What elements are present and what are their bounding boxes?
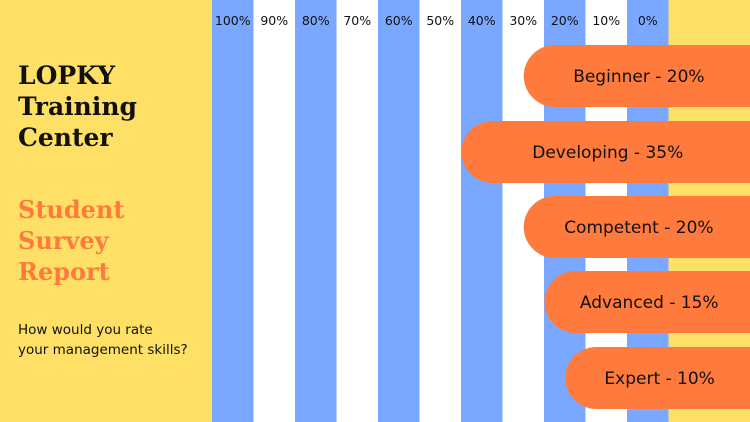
bar-label: Expert - 10%	[604, 369, 714, 389]
axis-tick-label: 0%	[638, 13, 658, 28]
bar-label: Competent - 20%	[564, 218, 713, 238]
bar-competent	[523, 196, 750, 258]
column-stripe	[461, 0, 503, 422]
bar-beginner	[523, 45, 750, 107]
axis-tick-label: 40%	[468, 13, 496, 28]
survey-question: How would you rate your management skill…	[18, 322, 188, 358]
column-stripe	[295, 0, 337, 422]
axis-tick-label: 100%	[215, 13, 251, 28]
org-title: LOPKY Training Center	[18, 61, 137, 152]
column-stripe	[336, 0, 378, 422]
bar-label: Developing - 35%	[532, 143, 683, 163]
title-panel: LOPKY Training Center Student Survey Rep…	[0, 0, 212, 422]
axis-tick-label: 30%	[509, 13, 537, 28]
bar-label: Advanced - 15%	[580, 293, 719, 313]
column-stripe	[253, 0, 295, 422]
column-stripe	[419, 0, 461, 422]
axis-tick-label: 50%	[426, 13, 454, 28]
column-stripe	[378, 0, 420, 422]
bar-developing	[461, 121, 750, 183]
axis-tick-label: 10%	[592, 13, 620, 28]
axis-tick-label: 90%	[260, 13, 288, 28]
bar-advanced	[544, 271, 750, 333]
bar-expert	[565, 347, 750, 409]
axis-tick-label: 60%	[385, 13, 413, 28]
report-title: Student Survey Report	[18, 195, 125, 286]
axis-tick-label: 80%	[302, 13, 330, 28]
bar-label: Beginner - 20%	[573, 67, 704, 87]
axis-tick-label: 70%	[343, 13, 371, 28]
column-stripe	[212, 0, 254, 422]
axis-tick-label: 20%	[551, 13, 579, 28]
